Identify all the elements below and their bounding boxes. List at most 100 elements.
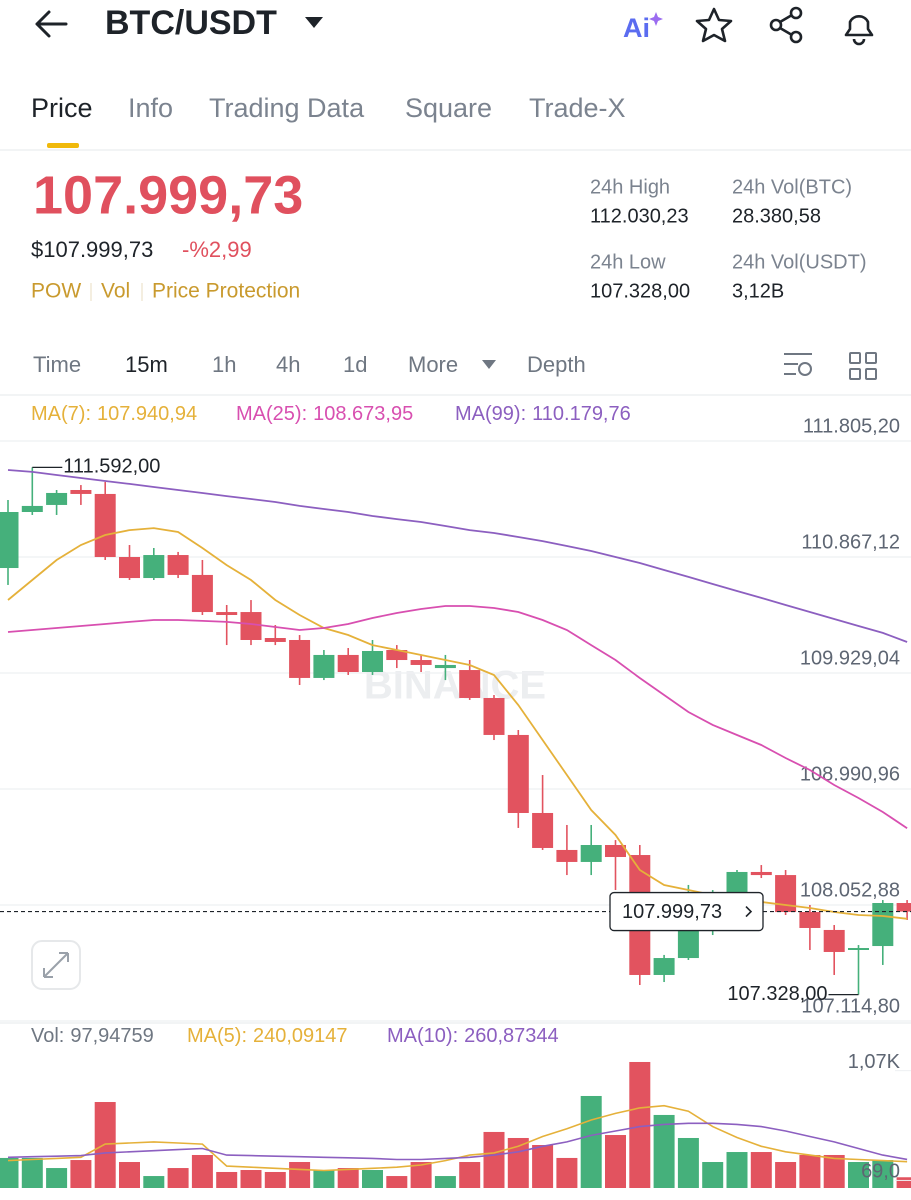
volume-bar [191, 1154, 213, 1188]
candle-body [532, 812, 554, 848]
legend-entry: Vol: 97,94759 [31, 1025, 154, 1047]
candle-body [872, 903, 894, 947]
candle-body [750, 871, 772, 876]
interval[interactable]: 1h [212, 352, 236, 377]
tab[interactable]: Trading Data [209, 93, 365, 123]
legend-value: 110.179,76 [532, 403, 631, 425]
volume-bar [799, 1154, 821, 1188]
tab-indicator [47, 143, 79, 148]
legend-value: 107.940,94 [97, 403, 197, 425]
volume-bar [410, 1162, 432, 1188]
candle-body [337, 654, 359, 673]
legend-name: MA(7): [31, 403, 91, 425]
candle-body [0, 512, 19, 569]
candle-body [362, 650, 383, 673]
interval[interactable]: 4h [276, 352, 300, 377]
candle-body [459, 670, 481, 698]
interval[interactable]: More [408, 352, 458, 377]
candle-body [216, 612, 238, 616]
volume-bar [0, 1157, 19, 1188]
stat-label: 24h Low [590, 251, 666, 273]
legend-entry: MA(7): 107.940,94 [31, 403, 197, 425]
y-tick-label: 1,07K [848, 1051, 901, 1073]
volume-bar [605, 1135, 626, 1188]
ma-line [7, 469, 908, 643]
fullscreen-button[interactable] [31, 940, 81, 990]
indicator-settings[interactable] [784, 353, 812, 376]
interval[interactable]: Depth [527, 352, 586, 377]
candle-body [605, 845, 626, 858]
ma-line [7, 527, 908, 920]
volume-bar [629, 1061, 651, 1188]
favorite-button[interactable] [695, 7, 733, 43]
legend-name: MA(25): [236, 403, 307, 425]
layout-button[interactable] [849, 352, 877, 380]
y-tick-label: 108.990,96 [800, 763, 900, 785]
share-button[interactable] [769, 6, 803, 44]
interval[interactable]: Time [33, 352, 81, 377]
legend-name: Vol: [31, 1025, 64, 1047]
volume-bar [896, 1177, 911, 1188]
volume-bar [21, 1157, 43, 1188]
annotation-label: 107.328,00 [727, 983, 827, 1005]
more-caret [482, 360, 496, 369]
y-tick-label: 107.114,80 [801, 995, 900, 1017]
volume-bar [313, 1170, 335, 1188]
candle-body [119, 557, 140, 579]
interval[interactable]: 15m [125, 352, 168, 377]
tab[interactable]: Square [405, 93, 492, 123]
legend-entry: MA(25): 108.673,95 [236, 403, 413, 425]
tab[interactable]: Price [31, 93, 93, 123]
legend-value: 240,09147 [253, 1025, 348, 1047]
candle-body [896, 903, 911, 912]
volume-bar [216, 1171, 238, 1188]
volume-ma-line [7, 1122, 908, 1161]
y-tick-label: 111.805,20 [803, 415, 900, 437]
candle-body [386, 650, 408, 661]
interval[interactable]: 1d [343, 352, 367, 377]
volume-bar [726, 1152, 748, 1188]
volume-bar [580, 1095, 602, 1188]
candle-body [289, 639, 311, 678]
candle-body [264, 638, 286, 642]
ai-button[interactable]: Ai [623, 13, 650, 43]
candle-body [848, 948, 869, 950]
candle-body [70, 489, 92, 494]
candle-body [823, 929, 845, 952]
usd-price: $107.999,73 [31, 237, 153, 262]
tab[interactable]: Trade-X [529, 93, 626, 123]
legend-entry: MA(99): 110.179,76 [455, 403, 631, 425]
y-tick-label: 110.867,12 [801, 531, 900, 553]
volume-bar [119, 1162, 140, 1188]
volume-bar [872, 1160, 894, 1188]
stat-value: 3,12B [732, 280, 784, 302]
volume-bar [459, 1162, 481, 1188]
back-button[interactable] [35, 10, 68, 38]
volume-bar [362, 1170, 383, 1188]
volume-bar [240, 1170, 262, 1188]
y-tick-label: 69,0 [861, 1161, 900, 1183]
candle-body [434, 664, 456, 669]
alert-button[interactable] [844, 15, 874, 46]
tag[interactable]: POW [31, 280, 81, 303]
last-price-chevron [745, 906, 753, 918]
legend-name: MA(5): [187, 1025, 247, 1047]
candle-body [507, 734, 529, 813]
pair-title[interactable]: BTC/USDT [105, 4, 277, 42]
watermark: BINANCE [364, 664, 546, 708]
volume-bar [337, 1168, 359, 1188]
volume-bar [289, 1162, 311, 1188]
volume-bar [702, 1162, 724, 1188]
volume-bar [167, 1168, 189, 1188]
tag[interactable]: Price Protection [152, 280, 300, 303]
volume-bar [143, 1176, 165, 1188]
stat-value: 112.030,23 [590, 205, 689, 227]
pair-dropdown[interactable] [305, 17, 323, 28]
legend-entry: MA(5): 240,09147 [187, 1025, 348, 1047]
candle-body [410, 660, 432, 665]
candle-body [143, 555, 165, 579]
candle-body [240, 612, 262, 640]
tab[interactable]: Info [128, 93, 173, 123]
tag[interactable]: Vol [101, 280, 130, 303]
